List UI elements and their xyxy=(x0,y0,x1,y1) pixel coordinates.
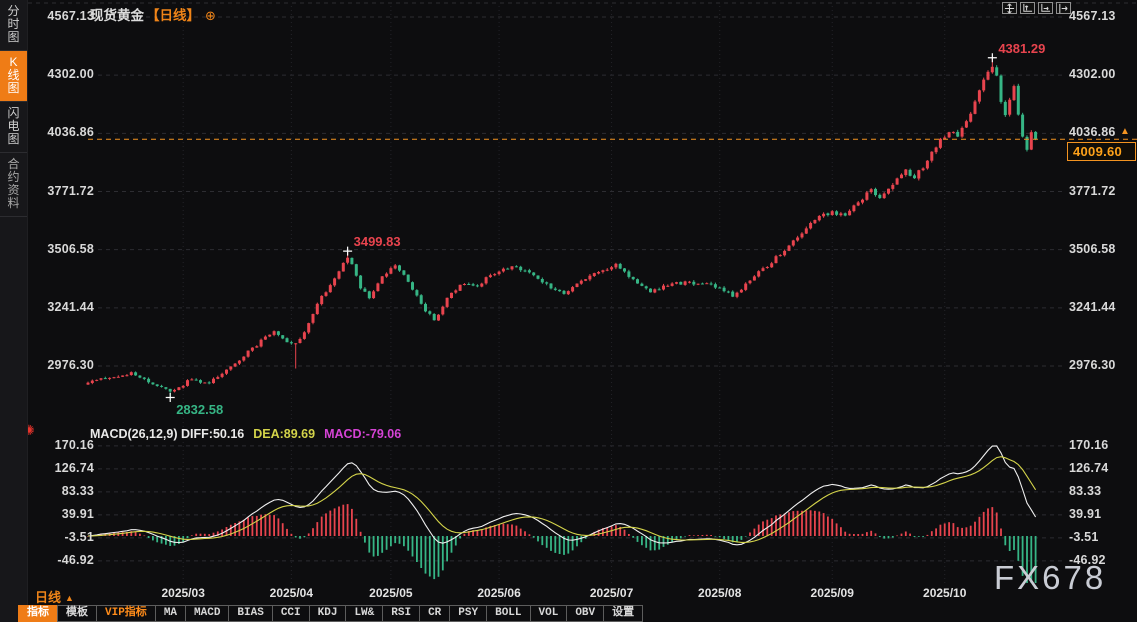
price-axis-label: 2976.30 xyxy=(47,358,94,372)
date-axis-label: 2025/05 xyxy=(369,586,413,600)
toolbar-item-MA[interactable]: MA xyxy=(154,605,187,622)
macd-axis-label: 170.16 xyxy=(1069,437,1109,452)
price-axis-label: 4036.86 xyxy=(1069,125,1116,140)
price-axis-label: 3241.44 xyxy=(47,299,94,314)
macd-axis-label: 83.33 xyxy=(61,483,94,498)
sidebar-item-3[interactable]: 闪电图 xyxy=(0,102,27,153)
price-annotation: 2832.58 xyxy=(176,401,224,417)
price-annotation: 4381.29 xyxy=(998,40,1046,56)
macd-diff-value: DIFF:50.16 xyxy=(181,427,245,441)
sidebar-item-4[interactable]: 合约资料 xyxy=(0,153,27,217)
shift-right-icon[interactable] xyxy=(1056,2,1071,14)
macd-axis-label: -46.92 xyxy=(1069,552,1106,567)
macd-axis-label: 126.74 xyxy=(1069,460,1109,475)
price-axis-label: 4302.00 xyxy=(47,67,94,82)
date-axis-label: 2025/04 xyxy=(269,586,314,600)
indicator-settings-icon[interactable]: ✺ xyxy=(23,422,35,438)
period-arrow-icon: ▲ xyxy=(65,593,74,603)
toolbar-item-KDJ[interactable]: KDJ xyxy=(308,605,347,622)
sidebar-item-1[interactable]: 分时图 xyxy=(0,0,27,51)
toolbar-item-BIAS[interactable]: BIAS xyxy=(228,605,273,622)
x-axis-scale-icon[interactable] xyxy=(1038,2,1053,14)
date-axis-label: 2025/09 xyxy=(810,586,854,600)
period-tag: 【日线】 xyxy=(146,8,200,23)
symbol-name: 现货黄金 xyxy=(90,8,144,23)
macd-title: MACD(26,12,9) xyxy=(90,427,178,441)
price-axis-label: 3771.72 xyxy=(1069,183,1116,198)
y-axis-scale-icon[interactable] xyxy=(1020,2,1035,14)
price-axis-label: 2976.30 xyxy=(1069,358,1116,372)
chart-header: 现货黄金 【日线】 ⊕ xyxy=(90,4,216,24)
price-axis-label: 3241.44 xyxy=(1069,299,1116,314)
toolbar-item-指标[interactable]: 指标 xyxy=(18,605,58,622)
toolbar-item-PSY[interactable]: PSY xyxy=(449,605,488,622)
toolbar-item-设置[interactable]: 设置 xyxy=(603,605,644,622)
date-axis-label: 2025/08 xyxy=(698,586,742,600)
chart-controls xyxy=(1002,2,1071,14)
macd-dea-value: DEA:89.69 xyxy=(253,427,316,441)
macd-axis-label: 39.91 xyxy=(1069,506,1102,521)
price-axis-label: 4567.13 xyxy=(1069,9,1116,23)
macd-axis-label: -46.92 xyxy=(57,552,94,567)
toolbar-item-RSI[interactable]: RSI xyxy=(382,605,421,622)
price-axis-label: 4567.13 xyxy=(47,9,94,23)
date-axis-label: 2025/03 xyxy=(161,586,205,600)
add-indicator-icon[interactable]: ⊕ xyxy=(205,8,216,23)
toolbar-item-模板[interactable]: 模板 xyxy=(57,605,97,622)
price-axis-label: 3506.58 xyxy=(1069,241,1116,256)
period-label: 日线 xyxy=(35,590,62,605)
toolbar-item-CR[interactable]: CR xyxy=(419,605,451,622)
current-price-arrow-icon: ▲ xyxy=(1120,126,1130,138)
move-chart-icon[interactable] xyxy=(1002,2,1017,14)
macd-axis-label: 170.16 xyxy=(54,437,94,452)
macd-axis-label: -3.51 xyxy=(64,529,94,544)
price-axis-label: 3506.58 xyxy=(47,241,94,256)
toolbar-item-LW&[interactable]: LW& xyxy=(345,605,384,622)
macd-axis-label: 39.91 xyxy=(61,506,94,521)
price-axis-label: 3771.72 xyxy=(47,183,94,198)
date-axis-label: 2025/10 xyxy=(923,586,967,600)
toolbar-item-OBV[interactable]: OBV xyxy=(566,605,605,622)
toolbar-item-CCI[interactable]: CCI xyxy=(271,605,310,622)
price-axis-label: 4302.00 xyxy=(1069,67,1116,82)
macd-axis-label: 83.33 xyxy=(1069,483,1102,498)
current-price-tag: 4009.60 xyxy=(1067,142,1136,162)
date-axis-label: 2025/06 xyxy=(477,586,521,600)
date-axis-label: 2025/07 xyxy=(589,586,634,600)
toolbar-item-MACD[interactable]: MACD xyxy=(185,605,230,622)
indicator-toolbar: 指标 模板 VIP指标 MA MACD BIAS CCI KDJ LW& RSI CR PSY BOLL… xyxy=(18,605,644,622)
toolbar-item-BOLL[interactable]: BOLL xyxy=(486,605,531,622)
period-selector[interactable]: 日线 ▲ xyxy=(35,587,74,606)
toolbar-item-VIP指标[interactable]: VIP指标 xyxy=(96,605,156,622)
macd-axis-label: -3.51 xyxy=(1069,529,1099,544)
toolbar-item-VOL[interactable]: VOL xyxy=(529,605,568,622)
macd-axis-label: 126.74 xyxy=(54,460,94,475)
price-axis-label: 4036.86 xyxy=(47,125,94,140)
brand-watermark: FX678 xyxy=(994,559,1107,596)
macd-header: MACD(26,12,9) DIFF:50.16 DEA:89.69 MACD:-7… xyxy=(90,427,401,441)
macd-bar-value: MACD:-79.06 xyxy=(324,427,402,441)
price-annotation: 3499.83 xyxy=(353,234,401,250)
